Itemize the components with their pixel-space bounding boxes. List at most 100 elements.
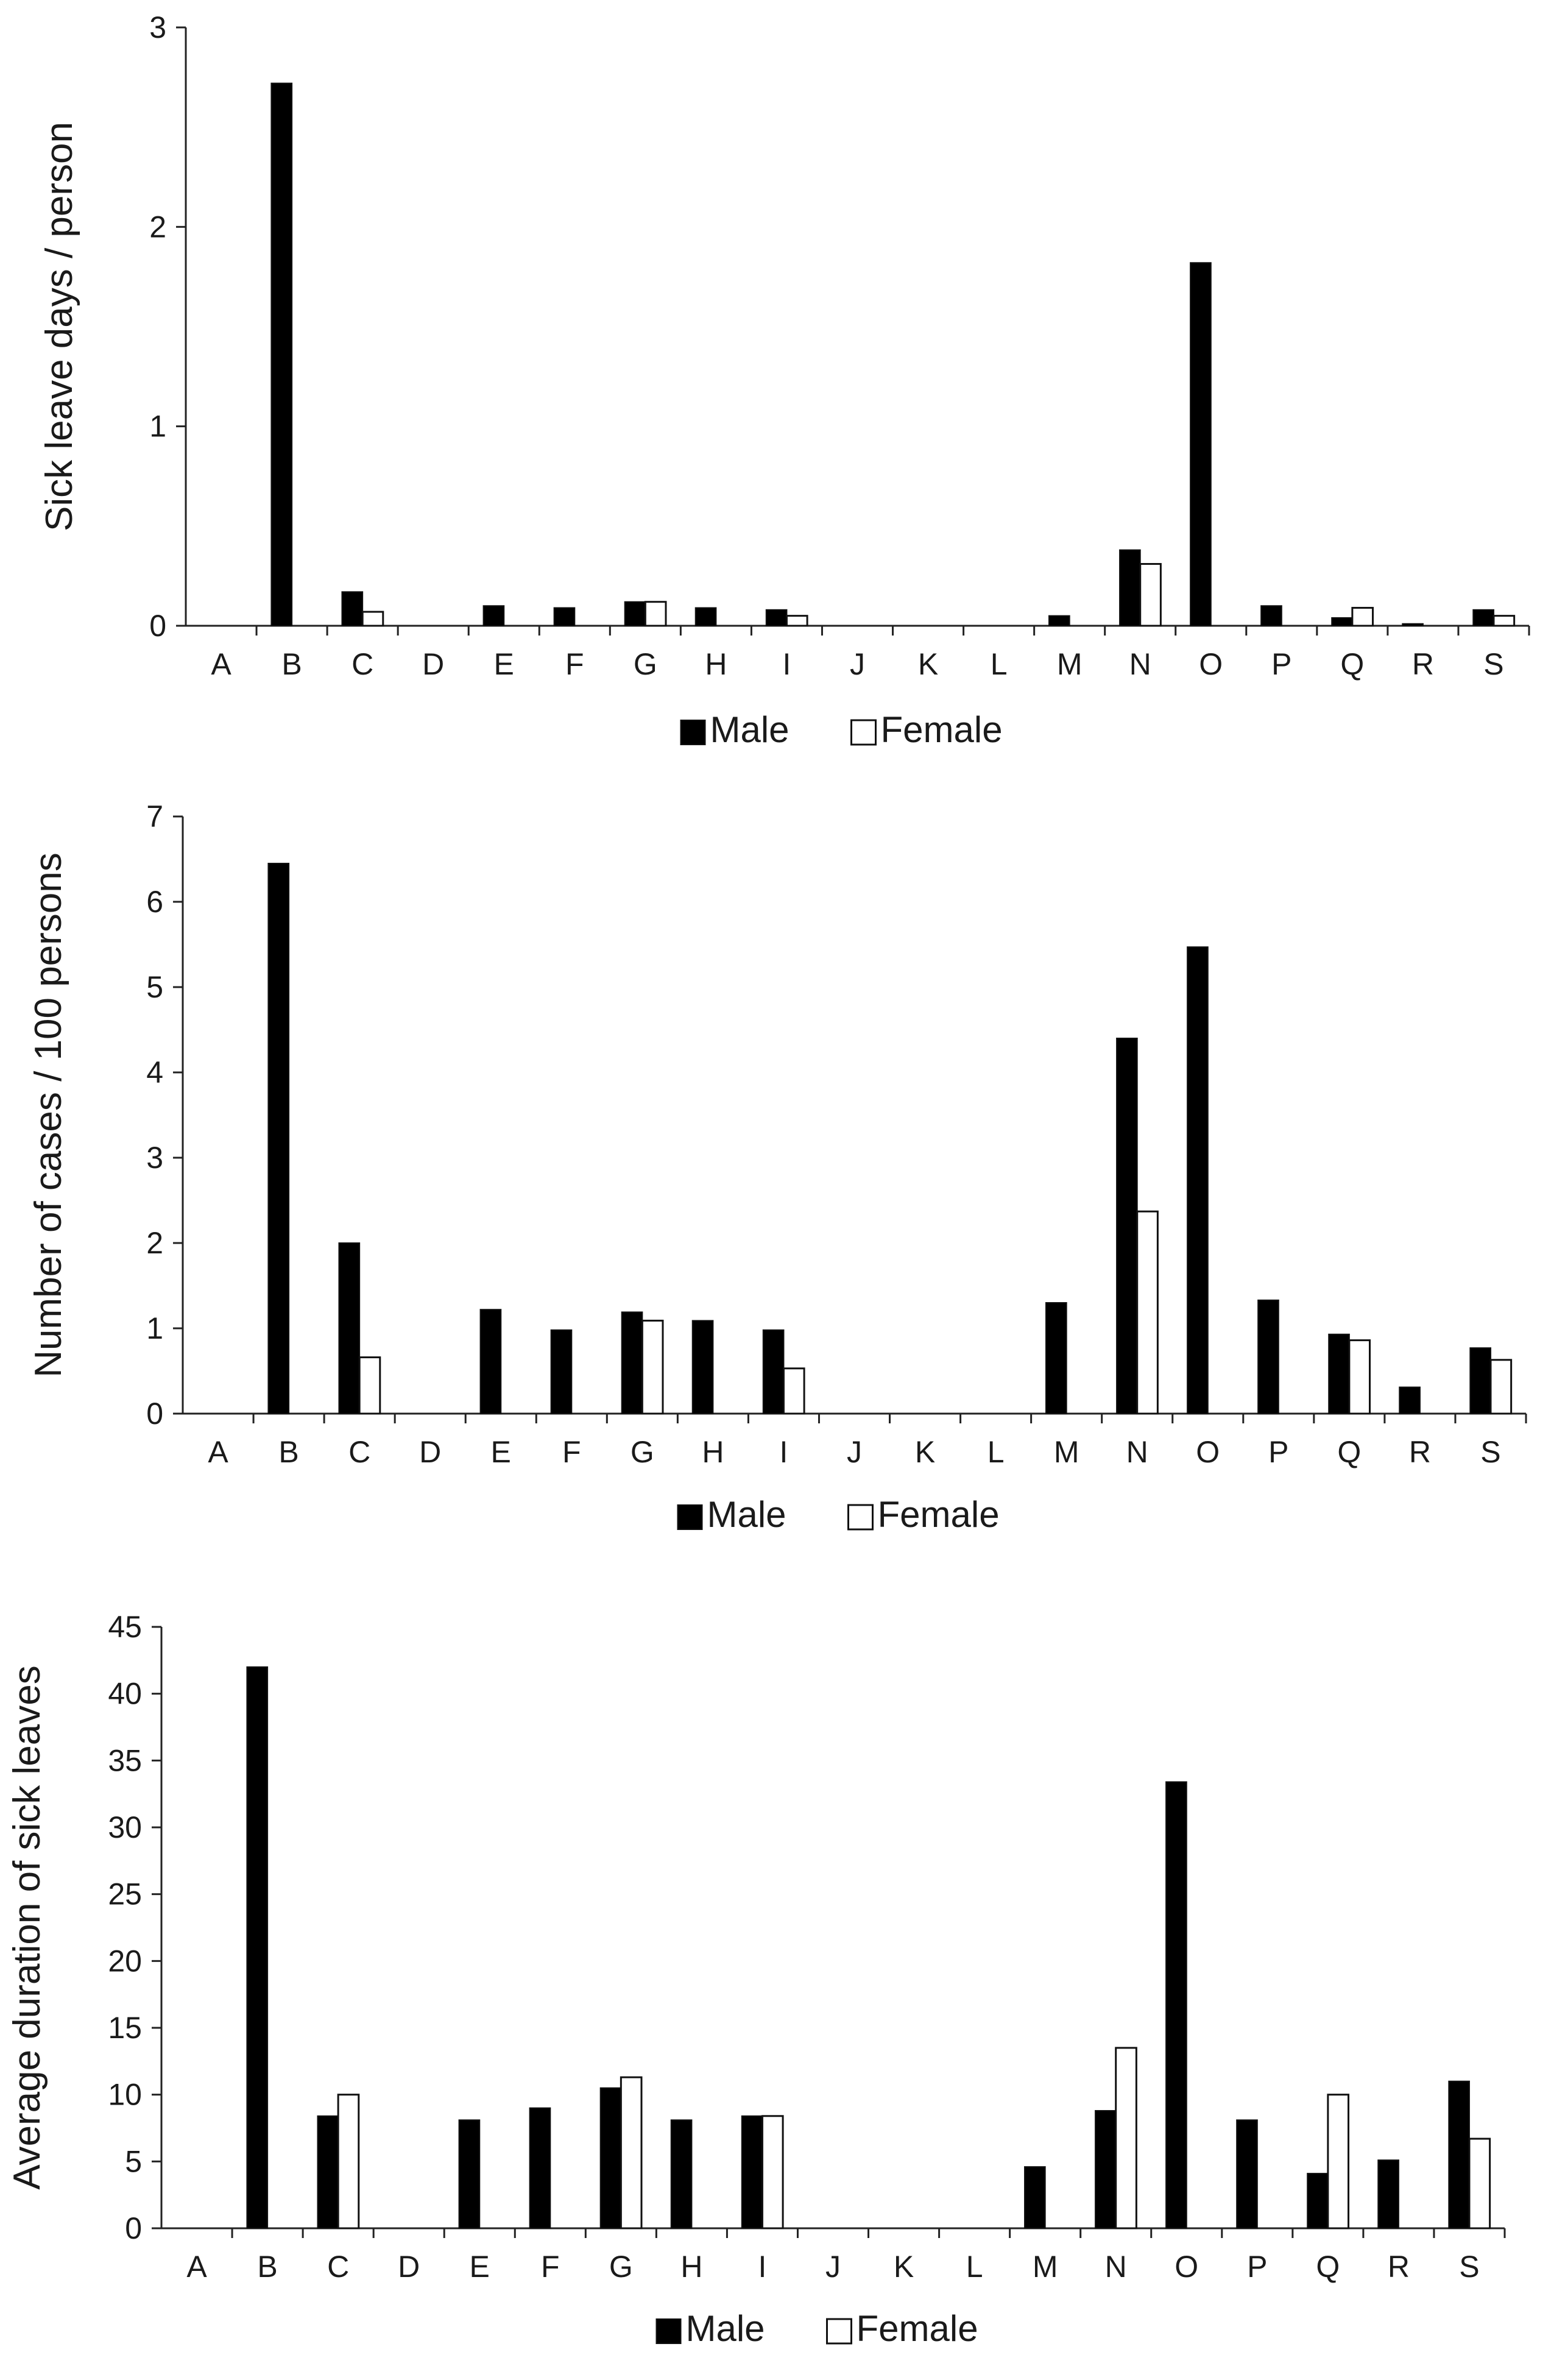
x-tick-label: M: [1057, 647, 1083, 681]
legend-label-male: Male: [707, 1494, 786, 1535]
x-tick-label: B: [281, 647, 302, 681]
x-tick-label: C: [327, 2250, 349, 2284]
legend: Male Female: [680, 709, 1003, 750]
x-tick-label: G: [634, 647, 657, 681]
bar-male-H: [670, 2119, 693, 2229]
bar-female-Q: [1348, 1339, 1371, 1415]
bar-male-R: [1399, 1386, 1421, 1415]
x-tick-label: C: [348, 1435, 370, 1469]
bar-male-P: [1236, 2119, 1258, 2229]
bar-male-O: [1165, 1781, 1187, 2229]
x-tick-label: D: [422, 647, 444, 681]
y-axis-title: Average duration of sick leaves: [6, 1665, 48, 2189]
bar-male-S: [1469, 1347, 1491, 1414]
bar-male-R: [1377, 2159, 1399, 2229]
y-tick-label: 1: [149, 409, 166, 444]
bar-male-N: [1095, 2109, 1117, 2229]
bar-male-Q: [1307, 2173, 1329, 2229]
y-tick-label: 7: [146, 799, 163, 834]
x-tick-label: L: [987, 1435, 1005, 1469]
y-tick-label: 40: [108, 1677, 142, 1711]
bar-male-C: [341, 591, 364, 626]
bar-male-F: [553, 607, 576, 626]
x-tick-label: E: [491, 1435, 511, 1469]
y-tick-label: 5: [146, 970, 163, 1004]
bar-male-G: [621, 1311, 643, 1414]
bar-male-Q: [1328, 1333, 1350, 1415]
bar-female-Q: [1327, 2094, 1350, 2229]
x-tick-label: J: [825, 2250, 841, 2284]
x-tick-label: G: [609, 2250, 633, 2284]
bar-male-M: [1045, 1302, 1067, 1414]
x-tick-label: H: [702, 1435, 724, 1469]
x-tick-label: F: [565, 647, 584, 681]
bar-male-G: [599, 2087, 622, 2229]
legend-swatch-male: [680, 720, 706, 745]
bar-male-I: [741, 2115, 763, 2229]
y-tick-label: 2: [146, 1226, 163, 1260]
bar-male-O: [1190, 262, 1212, 626]
x-tick-label: A: [211, 647, 231, 681]
bar-male-O: [1187, 946, 1209, 1414]
bar-male-E: [482, 605, 505, 626]
bar-male-B: [270, 82, 293, 627]
x-tick-label: R: [1412, 647, 1434, 681]
x-tick-label: M: [1033, 2250, 1058, 2284]
bar-female-N: [1115, 2047, 1137, 2229]
bar-male-M: [1048, 615, 1070, 627]
bar-female-G: [641, 1319, 664, 1415]
y-tick-label: 35: [108, 1743, 142, 1777]
y-tick-label: 3: [149, 10, 166, 44]
legend: Male Female: [677, 1494, 1000, 1535]
x-tick-label: Q: [1337, 1435, 1361, 1469]
x-tick-label: Q: [1340, 647, 1364, 681]
x-tick-label: R: [1388, 2250, 1410, 2284]
x-tick-label: K: [915, 1435, 935, 1469]
bar-female-C: [358, 1356, 381, 1415]
legend-label-male: Male: [710, 709, 790, 750]
bar-male-M: [1024, 2166, 1046, 2229]
y-tick-label: 0: [125, 2211, 142, 2245]
legend-label-female: Female: [857, 2308, 978, 2349]
y-tick-label: 15: [108, 2011, 142, 2045]
y-tick-label: 25: [108, 1877, 142, 1911]
x-tick-label: S: [1483, 647, 1503, 681]
chart-3: 0 5 10 15 20 25 30 35 40 45 Average duration of si…: [6, 1610, 1506, 2349]
x-tick-label: L: [991, 647, 1008, 681]
x-tick-label: F: [541, 2250, 560, 2284]
x-tick-label: C: [352, 647, 373, 681]
x-tick-label: N: [1126, 1435, 1148, 1469]
bar-female-Q: [1351, 607, 1374, 627]
x-tick-label: G: [631, 1435, 654, 1469]
y-tick-label: 4: [146, 1055, 163, 1089]
x-tick-label: O: [1196, 1435, 1220, 1469]
y-tick-label: 1: [146, 1311, 163, 1345]
x-tick-label: N: [1129, 647, 1151, 681]
legend-swatch-male: [677, 1504, 703, 1530]
y-tick-label: 45: [108, 1610, 142, 1644]
x-tick-label: E: [494, 647, 514, 681]
bar-female-S: [1468, 2137, 1491, 2229]
legend-swatch-male: [655, 2318, 682, 2344]
x-tick-label: D: [419, 1435, 441, 1469]
bar-female-I: [785, 615, 808, 627]
legend-swatch-female: [850, 719, 877, 746]
bar-female-I: [782, 1367, 805, 1415]
bar-female-C: [361, 611, 384, 627]
bar-female-N: [1136, 1210, 1159, 1415]
x-tick-label: P: [1247, 2250, 1267, 2284]
bar-female-C: [337, 2094, 360, 2229]
legend: Male Female: [655, 2308, 978, 2349]
x-tick-label: Q: [1316, 2250, 1340, 2284]
x-tick-label: O: [1199, 647, 1223, 681]
bar-male-P: [1257, 1299, 1279, 1415]
x-tick-label: D: [398, 2250, 420, 2284]
x-tick-label: L: [966, 2250, 983, 2284]
legend-swatch-female: [826, 2318, 852, 2345]
bar-male-G: [624, 601, 646, 626]
bar-male-R: [1402, 623, 1424, 627]
y-tick-label: 3: [146, 1141, 163, 1175]
y-tick-label: 5: [125, 2144, 142, 2178]
y-tick-label: 30: [108, 1810, 142, 1844]
